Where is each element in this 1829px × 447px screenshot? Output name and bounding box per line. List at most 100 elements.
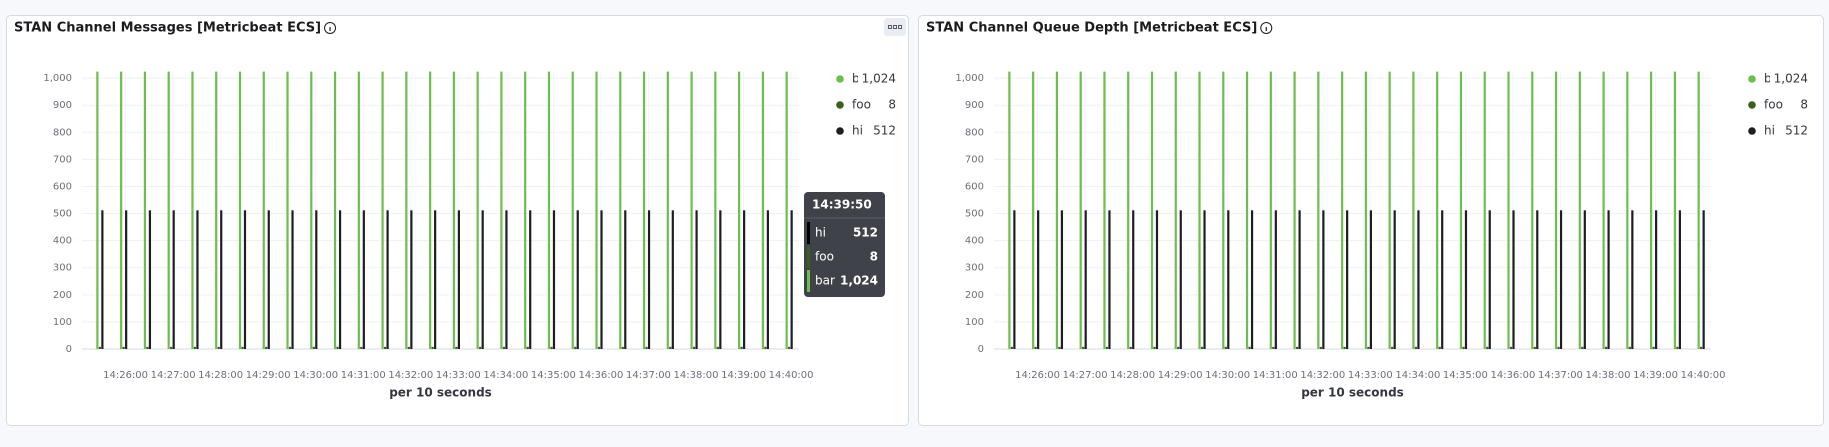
bar: [621, 346, 624, 349]
bar: [1512, 210, 1515, 349]
bar: [1702, 210, 1705, 349]
bar: [1464, 210, 1468, 349]
bar: [1676, 346, 1679, 349]
bar: [1391, 346, 1394, 349]
panel-frame: [6, 15, 909, 426]
bar: [761, 71, 764, 349]
bar: [600, 210, 603, 349]
legend-name[interactable]: hi: [1764, 124, 1775, 138]
bar: [434, 210, 437, 349]
bar: [1626, 71, 1629, 349]
bar: [571, 71, 574, 349]
bar: [1198, 71, 1201, 349]
info-icon[interactable]: [324, 22, 337, 34]
legend-value: 512: [873, 124, 896, 138]
bar: [238, 71, 242, 349]
bar: [1037, 210, 1040, 349]
bar: [217, 346, 220, 349]
bar: [1295, 346, 1299, 349]
legend-name[interactable]: hi: [852, 124, 863, 138]
y-tick-label: 800: [965, 127, 984, 138]
bar: [714, 71, 717, 349]
bar: [286, 71, 289, 349]
bar: [1557, 346, 1560, 349]
info-icon[interactable]: [1260, 22, 1273, 34]
bar: [505, 210, 508, 349]
bar: [671, 210, 674, 349]
panel-menu-dot: [898, 25, 902, 29]
bar: [642, 71, 646, 349]
bar: [1224, 346, 1227, 349]
bar: [410, 210, 413, 349]
bar: [265, 346, 268, 349]
tooltip-swatch: [807, 270, 810, 292]
bar: [595, 71, 598, 349]
y-tick-label: 600: [965, 181, 984, 192]
bar: [1650, 71, 1653, 349]
bar: [1132, 210, 1135, 349]
y-tick-label: 400: [965, 236, 984, 247]
bar: [220, 210, 223, 349]
bar: [476, 71, 479, 349]
bar: [146, 346, 149, 349]
bar: [1153, 346, 1156, 349]
legend-dot[interactable]: [836, 127, 844, 135]
y-tick-label: 900: [53, 100, 72, 111]
bar: [1414, 346, 1418, 349]
bar: [1604, 346, 1608, 349]
y-tick-label: 0: [66, 344, 72, 355]
bar: [167, 71, 170, 349]
legend-dot[interactable]: [1748, 127, 1756, 135]
legend-name[interactable]: bar: [1764, 72, 1784, 86]
bar: [360, 346, 363, 349]
bar: [1364, 71, 1368, 349]
bar: [1673, 71, 1676, 349]
bar: [1127, 71, 1130, 349]
bar: [455, 346, 458, 349]
x-tick-label: 14:39:00: [1633, 370, 1678, 381]
bar: [1341, 71, 1344, 349]
legend-name[interactable]: bar: [852, 72, 872, 86]
x-tick-label: 14:38:00: [1586, 370, 1631, 381]
bar: [148, 210, 152, 349]
y-tick-label: 200: [53, 290, 72, 301]
legend-value: 8: [888, 98, 896, 112]
bar: [743, 210, 746, 349]
x-tick-label: 14:32:00: [388, 370, 433, 381]
panel-menu-dot: [893, 25, 897, 29]
bar: [405, 71, 408, 349]
panel-menu[interactable]: [884, 18, 906, 36]
x-tick-label: 14:35:00: [1443, 370, 1488, 381]
bar: [1602, 71, 1605, 349]
bar: [196, 210, 199, 349]
bar: [1536, 210, 1539, 349]
x-tick-label: 14:40:00: [1681, 370, 1726, 381]
bar: [645, 346, 648, 349]
bar: [1245, 71, 1249, 349]
bar: [719, 210, 722, 349]
bar: [1369, 210, 1373, 349]
legend-name[interactable]: foo: [852, 98, 871, 112]
x-tick-label: 14:28:00: [1110, 370, 1155, 381]
y-tick-label: 800: [53, 127, 72, 138]
bar: [362, 210, 365, 349]
x-tick-label: 14:37:00: [1538, 370, 1583, 381]
bar: [1082, 346, 1085, 349]
x-tick-label: 14:29:00: [1158, 370, 1203, 381]
bar: [1655, 210, 1658, 349]
bar: [529, 210, 532, 349]
panel-menu-dot: [888, 25, 892, 29]
legend-dot[interactable]: [836, 101, 844, 109]
bar: [1507, 71, 1510, 349]
bar: [1583, 210, 1586, 349]
legend-dot[interactable]: [836, 75, 844, 83]
legend-dot[interactable]: [1748, 75, 1756, 83]
legend-dot[interactable]: [1748, 101, 1756, 109]
bar: [785, 71, 788, 349]
bar: [1700, 346, 1703, 349]
bar: [716, 346, 719, 349]
y-tick-label: 400: [53, 236, 72, 247]
legend-name[interactable]: foo: [1764, 98, 1783, 112]
bar: [386, 210, 389, 349]
